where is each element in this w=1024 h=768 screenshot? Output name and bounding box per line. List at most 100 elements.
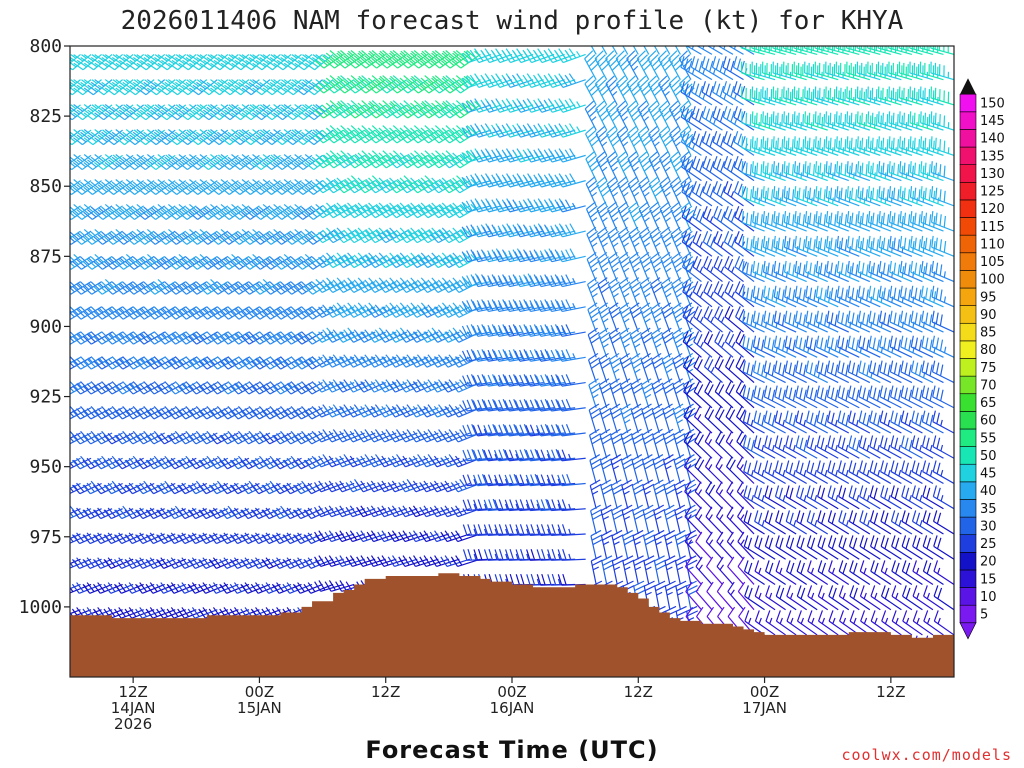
wind-barb: [366, 304, 397, 318]
wind-barb: [272, 129, 302, 146]
wind-barb: [178, 79, 208, 96]
wind-barb: [198, 582, 229, 594]
wind-barb: [70, 79, 92, 96]
colorbar-swatch: [959, 305, 977, 324]
colorbar-swatch: [959, 463, 977, 483]
wind-barb: [335, 227, 365, 244]
wind-barb: [230, 203, 260, 220]
colorbar-label: 75: [980, 361, 997, 376]
wind-barb: [72, 281, 102, 295]
wind-barb: [324, 302, 355, 318]
wind-barb: [70, 583, 81, 590]
colorbar-swatch: [959, 569, 977, 588]
wind-barb: [124, 507, 155, 520]
wind-barb: [250, 455, 281, 470]
wind-barb: [72, 455, 102, 470]
wind-barb: [356, 150, 387, 169]
wind-barb: [198, 482, 229, 495]
colorbar-swatch: [959, 181, 977, 201]
wind-barb: [145, 607, 176, 619]
wind-barb: [70, 79, 71, 81]
wind-barb: [314, 555, 344, 568]
colorbar-swatch: [959, 375, 977, 395]
colorbar-label: 115: [980, 220, 1005, 235]
wind-barb: [93, 482, 123, 495]
wind-barb: [82, 457, 113, 470]
wind-barb: [367, 125, 397, 144]
wind-barb: [82, 480, 113, 495]
wind-barb: [208, 507, 239, 520]
wind-barb: [135, 480, 165, 495]
colorbar-label: 135: [980, 149, 1005, 164]
plot-background: [70, 46, 954, 677]
wind-barb: [324, 555, 355, 568]
wind-barb: [199, 104, 229, 121]
wind-barb: [377, 125, 408, 144]
colorbar-label: 90: [980, 308, 997, 323]
wind-barb: [177, 455, 208, 470]
x-tick-label: 12Z: [624, 683, 653, 701]
wind-barb: [70, 609, 81, 615]
wind-barb: [231, 53, 260, 71]
wind-barb: [71, 507, 102, 520]
wind-barb: [283, 79, 313, 96]
wind-barb: [177, 607, 208, 619]
colorbar-label: 50: [980, 449, 997, 464]
wind-barb: [70, 508, 71, 510]
wind-barb: [345, 555, 376, 568]
colorbar-label: 70: [980, 378, 997, 393]
wind-barb: [208, 557, 239, 569]
wind-barb: [282, 455, 313, 470]
wind-barb: [335, 454, 365, 468]
wind-barb: [70, 483, 71, 485]
wind-barb: [250, 482, 281, 495]
wind-barb: [125, 79, 155, 96]
colorbar-label: 80: [980, 343, 997, 358]
wind-barb: [303, 582, 334, 594]
wind-barb: [367, 150, 397, 169]
wind-barb: [366, 530, 397, 543]
wind-barb: [325, 100, 355, 119]
wind-barb: [356, 100, 387, 119]
wind-barb: [230, 228, 260, 245]
colorbar-label: 40: [980, 484, 997, 499]
y-tick-label: 800: [29, 36, 62, 57]
wind-barb: [271, 457, 302, 470]
colorbar-label: 100: [980, 273, 1005, 288]
wind-barb: [209, 154, 239, 171]
wind-barb: [166, 430, 197, 445]
colorbar-swatch: [959, 93, 977, 113]
wind-barb: [324, 580, 355, 592]
wind-barb: [282, 482, 313, 495]
wind-barb: [124, 482, 155, 495]
wind-barb: [104, 281, 134, 295]
colorbar-swatch: [959, 481, 977, 500]
colorbar-label: 45: [980, 467, 997, 482]
wind-barb: [252, 79, 281, 96]
wind-barb: [124, 607, 155, 619]
wind-barb: [240, 228, 271, 245]
colorbar-swatch: [959, 446, 977, 465]
wind-barb: [314, 530, 344, 543]
wind-barb: [145, 482, 176, 495]
wind-barb: [166, 582, 197, 594]
wind-barb: [70, 205, 71, 207]
wind-barb: [135, 507, 165, 520]
colorbar-swatch: [959, 499, 977, 518]
wind-barb: [156, 607, 186, 619]
wind-barb: [166, 482, 197, 495]
wind-barb: [262, 104, 292, 121]
wind-barb: [366, 327, 397, 343]
wind-barb: [356, 277, 386, 294]
wind-barb: [145, 455, 176, 470]
colorbar-label: 10: [980, 590, 997, 605]
wind-barb: [230, 129, 260, 146]
colorbar-swatch: [959, 234, 977, 254]
wind-barb: [314, 327, 344, 343]
y-tick-label: 975: [29, 527, 62, 548]
wind-barb: [356, 555, 386, 568]
wind-barb: [156, 255, 187, 270]
wind-barb: [73, 104, 102, 121]
wind-barb: [92, 557, 123, 569]
